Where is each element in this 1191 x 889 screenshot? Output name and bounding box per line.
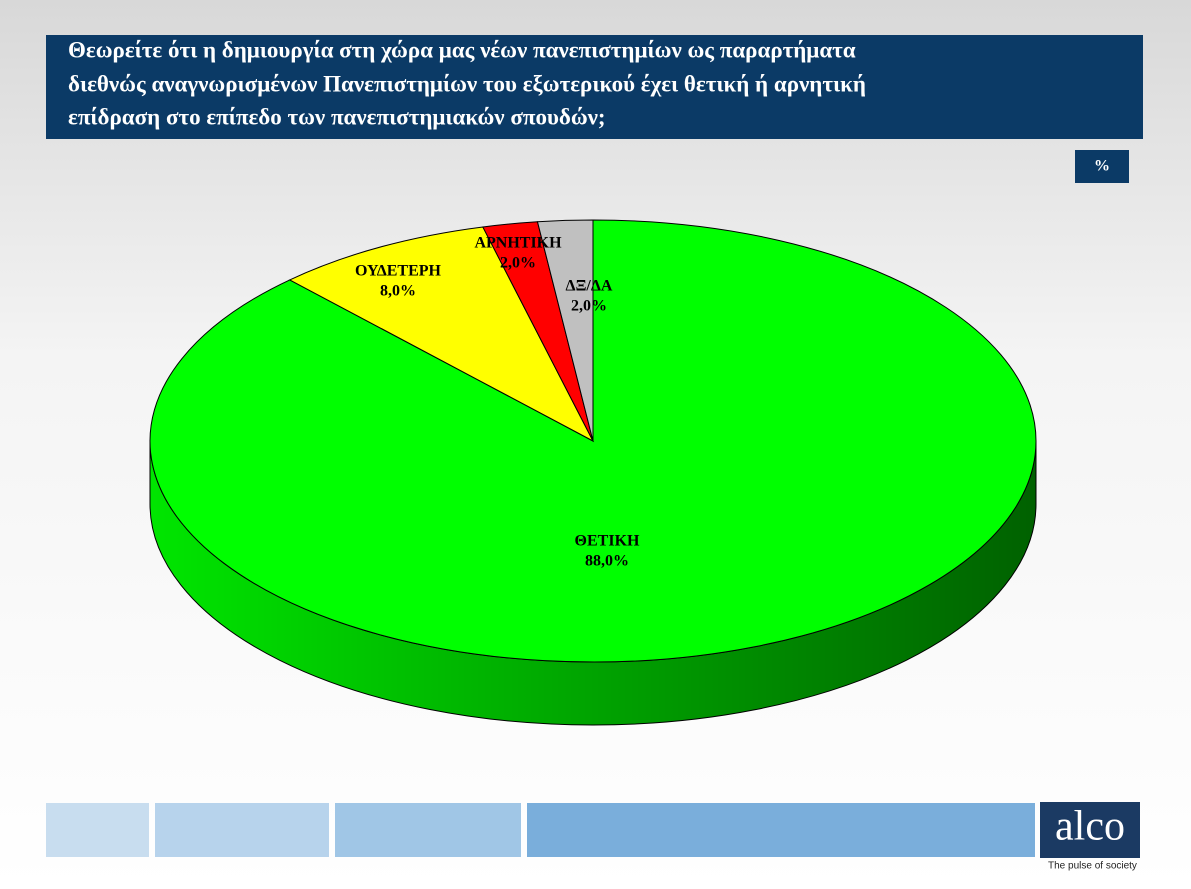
footer-bar <box>46 803 149 857</box>
chart-title: διεθνώς αναγνωρισμένων Πανεπιστημίων του… <box>68 71 866 96</box>
chart-title: επίδραση στο επίπεδο των πανεπιστημιακών… <box>68 104 606 129</box>
slice <box>536 219 594 442</box>
footer-bar <box>335 803 521 857</box>
pie: ΘΕΤΙΚΗ 88,0% ΟΥΔΕΤΕΡΗ 8,0% ΑΡΝΗΤΙΚΗ 2,0% ΔΞ/ΔΑ… <box>149 219 1037 726</box>
chart-title: Θεωρείτε ότι η δημιουργία στη χώρα μας ν… <box>68 37 856 62</box>
title-box <box>46 35 1143 139</box>
value-label: 2,0% <box>500 255 536 272</box>
tagline: The pulse of society <box>1048 861 1137 872</box>
slice-label: ΔΞ/ΔΑ <box>566 278 613 295</box>
slice-label: ΟΥΔΕΤΕΡΗ <box>355 263 442 280</box>
slice-label: ΑΡΝΗΤΙΚΗ <box>474 235 562 252</box>
logo: alco <box>1055 804 1125 850</box>
value-label: 88,0% <box>585 553 629 570</box>
logo-box <box>1040 802 1140 858</box>
side-shade <box>150 441 1036 725</box>
unit-label: % <box>1094 158 1110 175</box>
slice-label: ΘΕΤΙΚΗ <box>575 533 640 550</box>
footer-bar <box>527 803 1035 857</box>
value-label: 8,0% <box>380 283 416 300</box>
value-label: 2,0% <box>571 298 607 315</box>
unit-box <box>1075 150 1129 183</box>
slice <box>288 226 595 443</box>
footer-bar <box>155 803 329 857</box>
